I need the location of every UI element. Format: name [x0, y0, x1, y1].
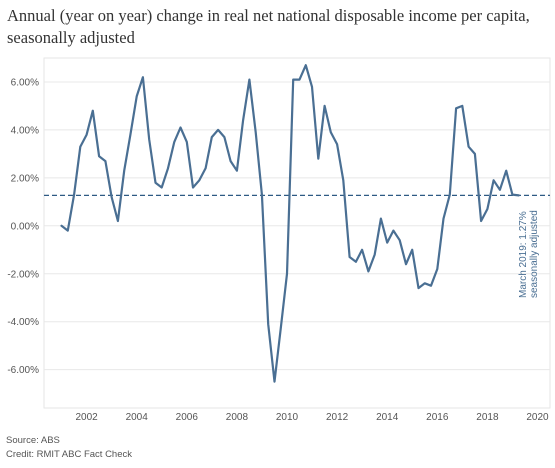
y-tick-label: -4.00%: [7, 317, 39, 328]
grid-lines: [44, 81, 550, 371]
reference-label-line1: March 2019: 1.27%: [518, 211, 529, 298]
x-axis-ticks: 2002 2004 2006 2008 2010 2012 2014 2016 2018 2020: [75, 412, 549, 423]
chart-title: Annual (year on year) change in real net…: [7, 6, 530, 47]
x-tick-label: 2004: [126, 412, 149, 423]
series-line: [60, 64, 520, 383]
x-tick-label: 2012: [326, 412, 349, 423]
plot-frame: [43, 57, 551, 409]
x-tick-label: 2014: [376, 412, 399, 423]
y-axis-ticks: 6.00% 4.00% 2.00% 0.00% -2.00% -4.00% -6.00%: [7, 78, 39, 377]
x-tick-label: 2002: [75, 412, 98, 423]
y-tick-label: -6.00%: [7, 365, 39, 376]
y-tick-label: 0.00%: [11, 221, 39, 232]
y-tick-label: -2.00%: [7, 269, 39, 280]
x-tick-label: 2016: [426, 412, 449, 423]
y-tick-label: 6.00%: [11, 78, 39, 89]
y-tick-label: 2.00%: [11, 173, 39, 184]
x-tick-label: 2010: [276, 412, 299, 423]
x-tick-label: 2006: [176, 412, 199, 423]
reference-label-line2: seasonally adjusted: [529, 210, 540, 298]
reference-label: March 2019: 1.27% seasonally adjusted: [518, 210, 540, 298]
source-note: Source: ABS: [6, 435, 60, 446]
x-tick-label: 2008: [226, 412, 249, 423]
data-series: [60, 64, 520, 383]
y-tick-label: 4.00%: [11, 125, 39, 136]
x-tick-label: 2018: [476, 412, 499, 423]
reference-annotation: March 2019: 1.27% seasonally adjusted: [44, 194, 550, 298]
credit-note: Credit: RMIT ABC Fact Check: [6, 449, 132, 460]
x-tick-label: 2020: [526, 412, 549, 423]
